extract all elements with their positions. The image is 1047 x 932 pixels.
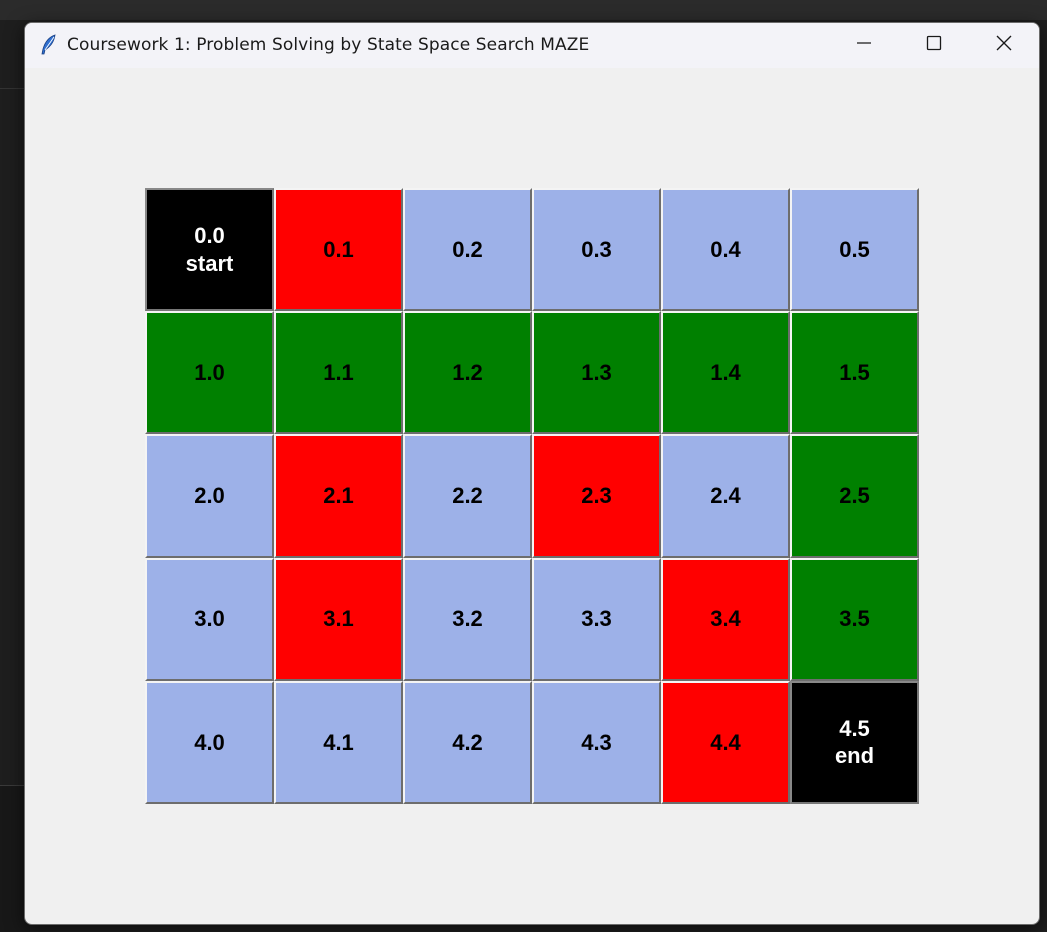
maze-cell-3-1[interactable]: 3.1 xyxy=(274,557,403,681)
maze-cell-4-5[interactable]: 4.5 end xyxy=(790,680,919,804)
cell-label: 2.2 xyxy=(452,483,483,509)
maze-cell-1-4[interactable]: 1.4 xyxy=(661,311,790,435)
cell-label: 4.0 xyxy=(194,729,225,755)
cell-label: 2.3 xyxy=(581,483,612,509)
cell-sublabel: start xyxy=(185,250,234,276)
maze-cell-2-3[interactable]: 2.3 xyxy=(532,434,661,558)
maze-cell-0-4[interactable]: 0.4 xyxy=(661,188,790,312)
maze-cell-0-0[interactable]: 0.0 start xyxy=(145,188,274,312)
close-icon xyxy=(996,35,1012,56)
cell-label: 4.2 xyxy=(452,729,483,755)
cell-label: 0.3 xyxy=(581,236,612,262)
maze-cell-3-3[interactable]: 3.3 xyxy=(532,557,661,681)
maze-cell-1-2[interactable]: 1.2 xyxy=(403,311,532,435)
maze-cell-2-5[interactable]: 2.5 xyxy=(790,434,919,558)
maze-cell-1-3[interactable]: 1.3 xyxy=(532,311,661,435)
cell-label: 3.0 xyxy=(194,606,225,632)
maze-cell-4-4[interactable]: 4.4 xyxy=(661,680,790,804)
maze-cell-1-1[interactable]: 1.1 xyxy=(274,311,403,435)
maze-cell-2-1[interactable]: 2.1 xyxy=(274,434,403,558)
cell-label: 2.1 xyxy=(323,483,354,509)
maze-cell-4-1[interactable]: 4.1 xyxy=(274,680,403,804)
cell-label: 4.5 xyxy=(839,715,870,741)
cell-label: 3.2 xyxy=(452,606,483,632)
maze-cell-1-0[interactable]: 1.0 xyxy=(145,311,274,435)
maze-cell-2-2[interactable]: 2.2 xyxy=(403,434,532,558)
cell-label: 1.0 xyxy=(194,360,225,386)
cell-label: 2.0 xyxy=(194,483,225,509)
maze-cell-3-0[interactable]: 3.0 xyxy=(145,557,274,681)
maze-grid: 0.0 start 0.1 0.2 0.3 0.4 0.5 1.0 1.1 1.2 1.3 1.4 1.… xyxy=(145,188,919,804)
maze-cell-0-1[interactable]: 0.1 xyxy=(274,188,403,312)
maze-cell-2-0[interactable]: 2.0 xyxy=(145,434,274,558)
cell-label: 1.3 xyxy=(581,360,612,386)
cell-label: 1.4 xyxy=(710,360,741,386)
maximize-icon xyxy=(926,35,942,56)
cell-label: 1.2 xyxy=(452,360,483,386)
cell-label: 2.5 xyxy=(839,483,870,509)
maze-cell-2-4[interactable]: 2.4 xyxy=(661,434,790,558)
maze-cell-0-2[interactable]: 0.2 xyxy=(403,188,532,312)
cell-label: 2.4 xyxy=(710,483,741,509)
feather-icon xyxy=(39,34,59,56)
background-app-topbar xyxy=(0,0,1047,20)
cell-label: 4.3 xyxy=(581,729,612,755)
minimize-icon xyxy=(856,35,872,56)
cell-label: 0.4 xyxy=(710,236,741,262)
cell-label: 3.5 xyxy=(839,606,870,632)
maze-cell-1-5[interactable]: 1.5 xyxy=(790,311,919,435)
cell-label: 3.1 xyxy=(323,606,354,632)
maximize-button[interactable] xyxy=(899,23,969,68)
cell-label: 1.1 xyxy=(323,360,354,386)
cell-label: 4.4 xyxy=(710,729,741,755)
close-button[interactable] xyxy=(969,23,1039,68)
cell-label: 3.4 xyxy=(710,606,741,632)
maze-cell-4-3[interactable]: 4.3 xyxy=(532,680,661,804)
title-bar[interactable]: Coursework 1: Problem Solving by State S… xyxy=(25,23,1039,68)
cell-label: 4.1 xyxy=(323,729,354,755)
minimize-button[interactable] xyxy=(829,23,899,68)
maze-window: Coursework 1: Problem Solving by State S… xyxy=(24,22,1040,925)
cell-label: 0.0 xyxy=(194,223,225,249)
cell-label: 1.5 xyxy=(839,360,870,386)
maze-cell-0-3[interactable]: 0.3 xyxy=(532,188,661,312)
cell-label: 0.5 xyxy=(839,236,870,262)
maze-cell-0-5[interactable]: 0.5 xyxy=(790,188,919,312)
window-title: Coursework 1: Problem Solving by State S… xyxy=(67,35,590,55)
maze-cell-3-4[interactable]: 3.4 xyxy=(661,557,790,681)
maze-cell-4-2[interactable]: 4.2 xyxy=(403,680,532,804)
cell-label: 0.1 xyxy=(323,236,354,262)
maze-cell-3-5[interactable]: 3.5 xyxy=(790,557,919,681)
cell-label: 3.3 xyxy=(581,606,612,632)
maze-cell-4-0[interactable]: 4.0 xyxy=(145,680,274,804)
maze-cell-3-2[interactable]: 3.2 xyxy=(403,557,532,681)
cell-label: 0.2 xyxy=(452,236,483,262)
cell-sublabel: end xyxy=(834,743,875,769)
